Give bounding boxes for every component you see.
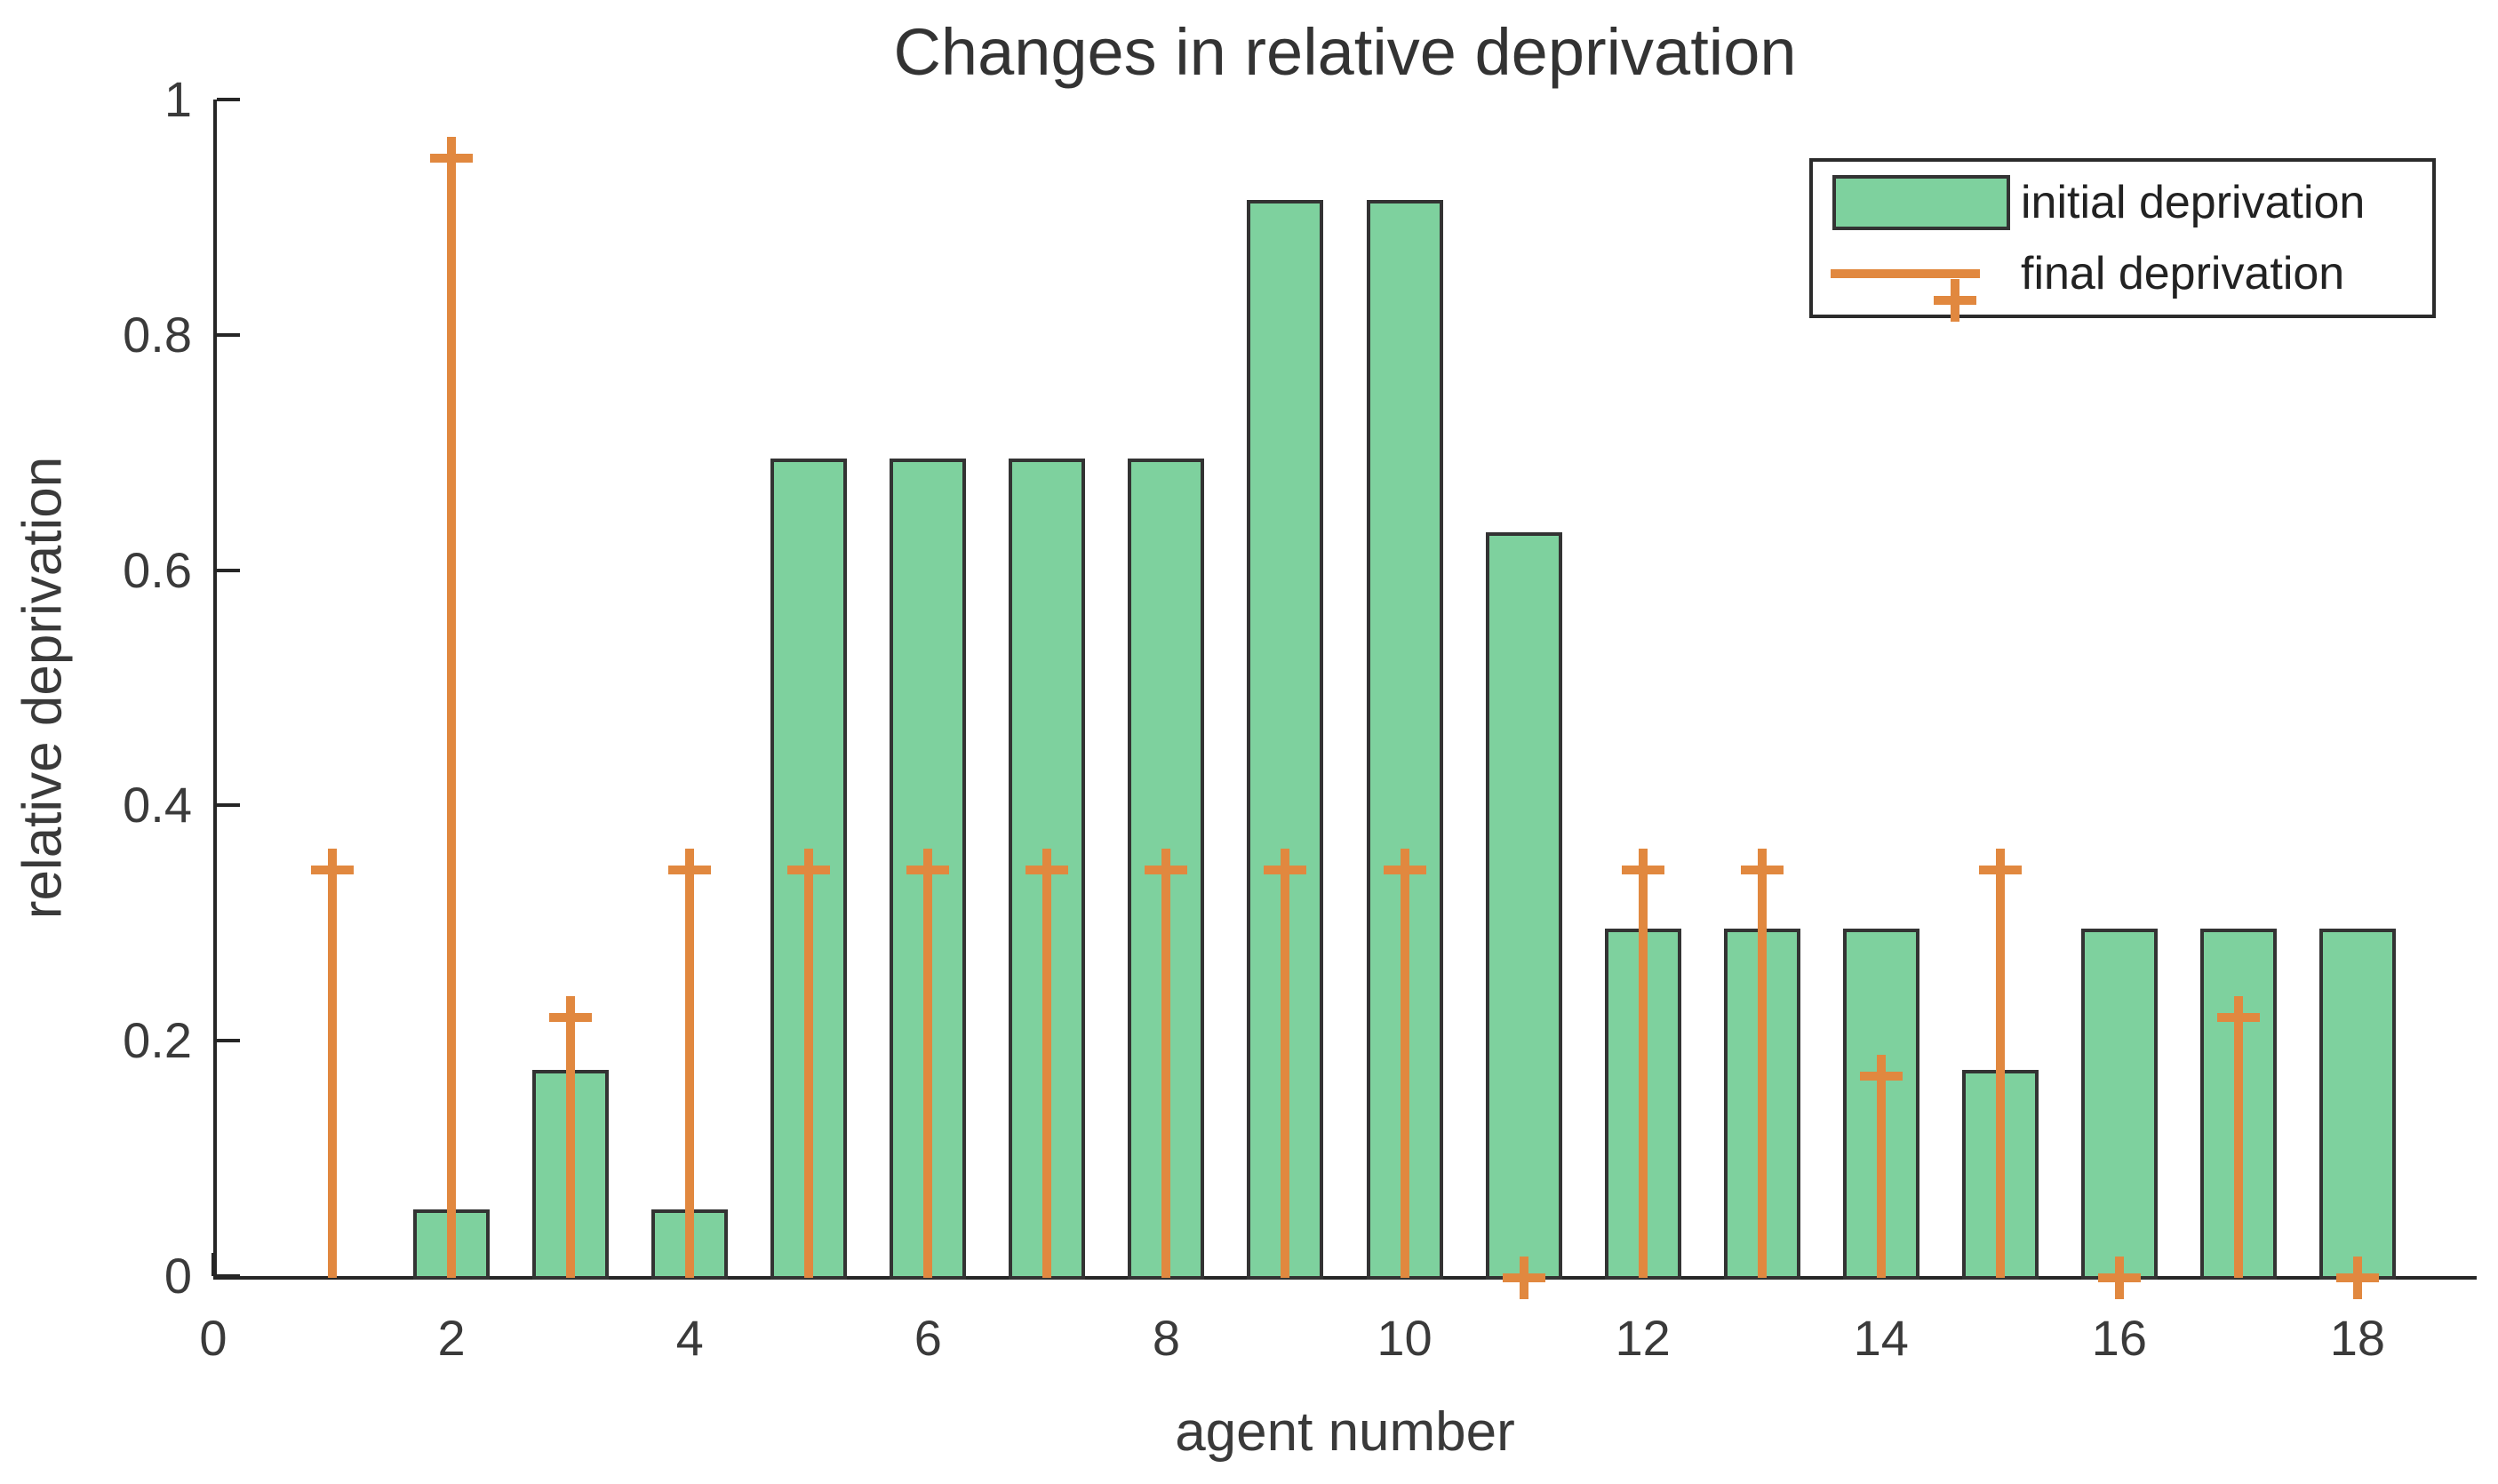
stem-agent-10 [1400,870,1409,1278]
stem-agent-15 [1995,870,2005,1278]
y-tick-mark [217,568,240,572]
x-tick-label: 0 [199,1310,227,1366]
y-tick-label: 0.4 [123,777,192,834]
legend-key-initial [1813,172,2021,234]
plus-marker-agent-8 [1145,849,1188,892]
plus-marker-agent-13 [1740,849,1784,892]
stem-agent-17 [2233,1017,2243,1278]
stem-line-icon [1831,269,1980,322]
y-tick-mark [217,1274,240,1278]
x-tick-label: 14 [1853,1310,1909,1366]
plus-marker-agent-3 [549,995,593,1039]
x-tick-label: 4 [675,1310,704,1366]
plus-marker-agent-7 [1026,849,1069,892]
stem-agent-13 [1757,870,1767,1278]
stem-agent-4 [685,870,695,1278]
stem-agent-12 [1638,870,1648,1278]
plus-marker-agent-5 [787,849,831,892]
plus-marker-agent-2 [430,137,474,180]
legend-label-initial: initial deprivation [2021,177,2366,228]
x-tick-label: 8 [1152,1310,1180,1366]
plus-marker-agent-4 [668,849,712,892]
y-axis-label: relative deprivation [12,456,74,920]
y-tick-label: 0.8 [123,306,192,363]
stem-agent-2 [447,158,457,1278]
bar-agent-16 [2080,929,2158,1280]
stem-agent-14 [1876,1075,1886,1278]
y-tick-mark [217,98,240,101]
plus-marker-agent-1 [311,849,355,892]
x-tick-label: 10 [1377,1310,1433,1366]
legend-label-final: final deprivation [2021,248,2345,299]
stem-agent-5 [804,870,814,1278]
stem-agent-8 [1161,870,1171,1278]
stem-agent-1 [328,870,338,1278]
y-axis-line [213,100,217,1280]
plus-marker-agent-6 [906,849,950,892]
stem-agent-3 [566,1017,576,1278]
y-tick-label: 0 [164,1248,192,1304]
y-tick-label: 0.2 [123,1012,192,1069]
x-axis-line [213,1276,2477,1280]
plus-marker-agent-16 [2097,1257,2141,1299]
y-tick-mark [217,803,240,808]
x-tick-label: 18 [2329,1310,2386,1366]
bar-swatch-icon [1832,175,2010,230]
y-tick-label: 0.6 [123,541,192,598]
x-axis-label: agent number [1175,1401,1515,1463]
stem-agent-9 [1281,870,1290,1278]
bar-agent-11 [1485,532,1562,1280]
stem-agent-6 [923,870,933,1278]
plus-marker-agent-15 [1978,849,2022,892]
x-tick-label: 6 [914,1310,942,1366]
plus-marker-agent-18 [2335,1257,2379,1299]
legend: initial deprivation final deprivation [1809,158,2436,322]
plus-marker-agent-11 [1502,1257,1545,1299]
x-tick-label: 2 [437,1310,466,1366]
plus-marker-agent-12 [1621,849,1664,892]
legend-entry-initial: initial deprivation [1813,172,2432,234]
y-tick-mark [217,1039,240,1043]
plus-marker-agent-9 [1264,849,1307,892]
bar-agent-18 [2318,929,2396,1280]
chart-title: Changes in relative deprivation [893,15,1797,89]
plus-marker-icon [1934,279,1976,322]
y-tick-label: 1 [164,71,192,127]
x-tick-mark [211,1253,215,1276]
y-tick-mark [217,332,240,337]
x-tick-label: 16 [2091,1310,2147,1366]
x-tick-label: 12 [1615,1310,1671,1366]
plus-marker-agent-17 [2216,995,2260,1039]
legend-entry-final: final deprivation [1813,243,2432,322]
stem-agent-7 [1042,870,1052,1278]
plus-marker-agent-10 [1383,849,1426,892]
legend-key-final [1813,243,2021,322]
plus-marker-agent-14 [1859,1054,1903,1097]
